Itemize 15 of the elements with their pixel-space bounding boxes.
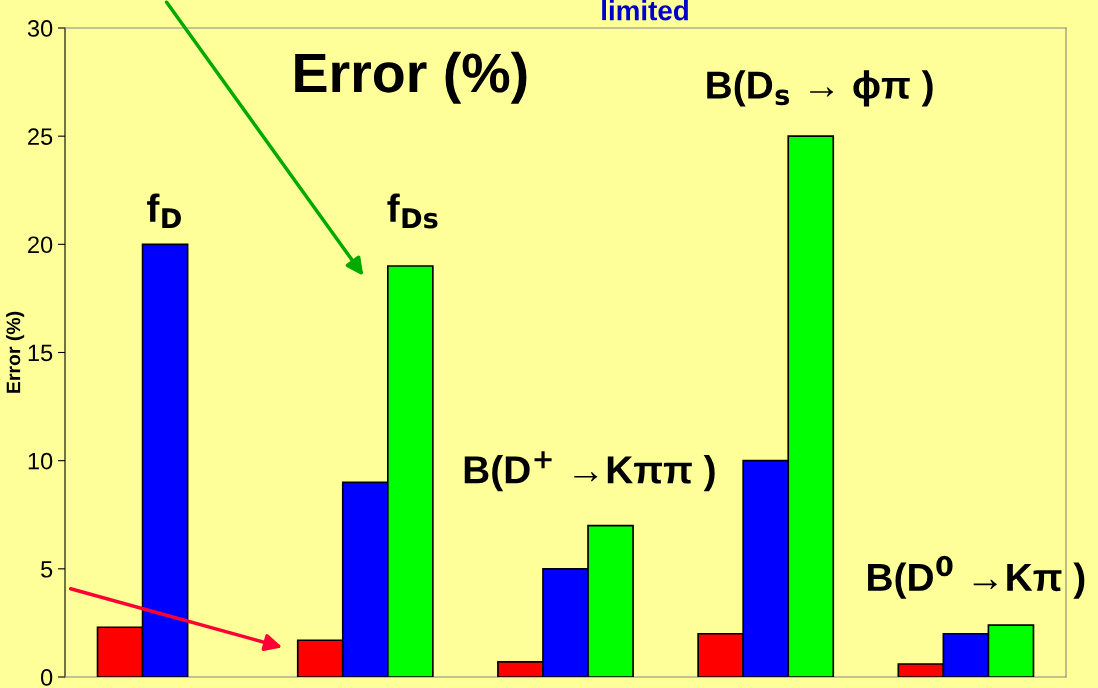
y-tick-label: 5 (41, 561, 53, 578)
annotation: f$_{D}$ (147, 193, 181, 229)
y-tick-label: 20 (28, 236, 53, 254)
y-tick-label: 0 (40, 669, 53, 686)
y-tick-label: 30 (27, 20, 53, 37)
text: limited (602, 0, 688, 21)
annotation: B(D$^{+}$ →Kππ ) (464, 451, 715, 492)
annotation: f$_{Ds}$ (387, 193, 438, 229)
y-tick-label: 15 (28, 344, 53, 362)
y-tick-label: 25 (28, 128, 53, 145)
annotation: Error (%) (295, 51, 527, 104)
annotation: B(D$_{s}$ → ϕπ ) (707, 70, 933, 107)
y-tick-label: 10 (28, 452, 53, 470)
annotation: B(D$^{0}$ →Kπ ) (868, 555, 1085, 599)
y-axis-title: Error (%) (6, 311, 25, 393)
